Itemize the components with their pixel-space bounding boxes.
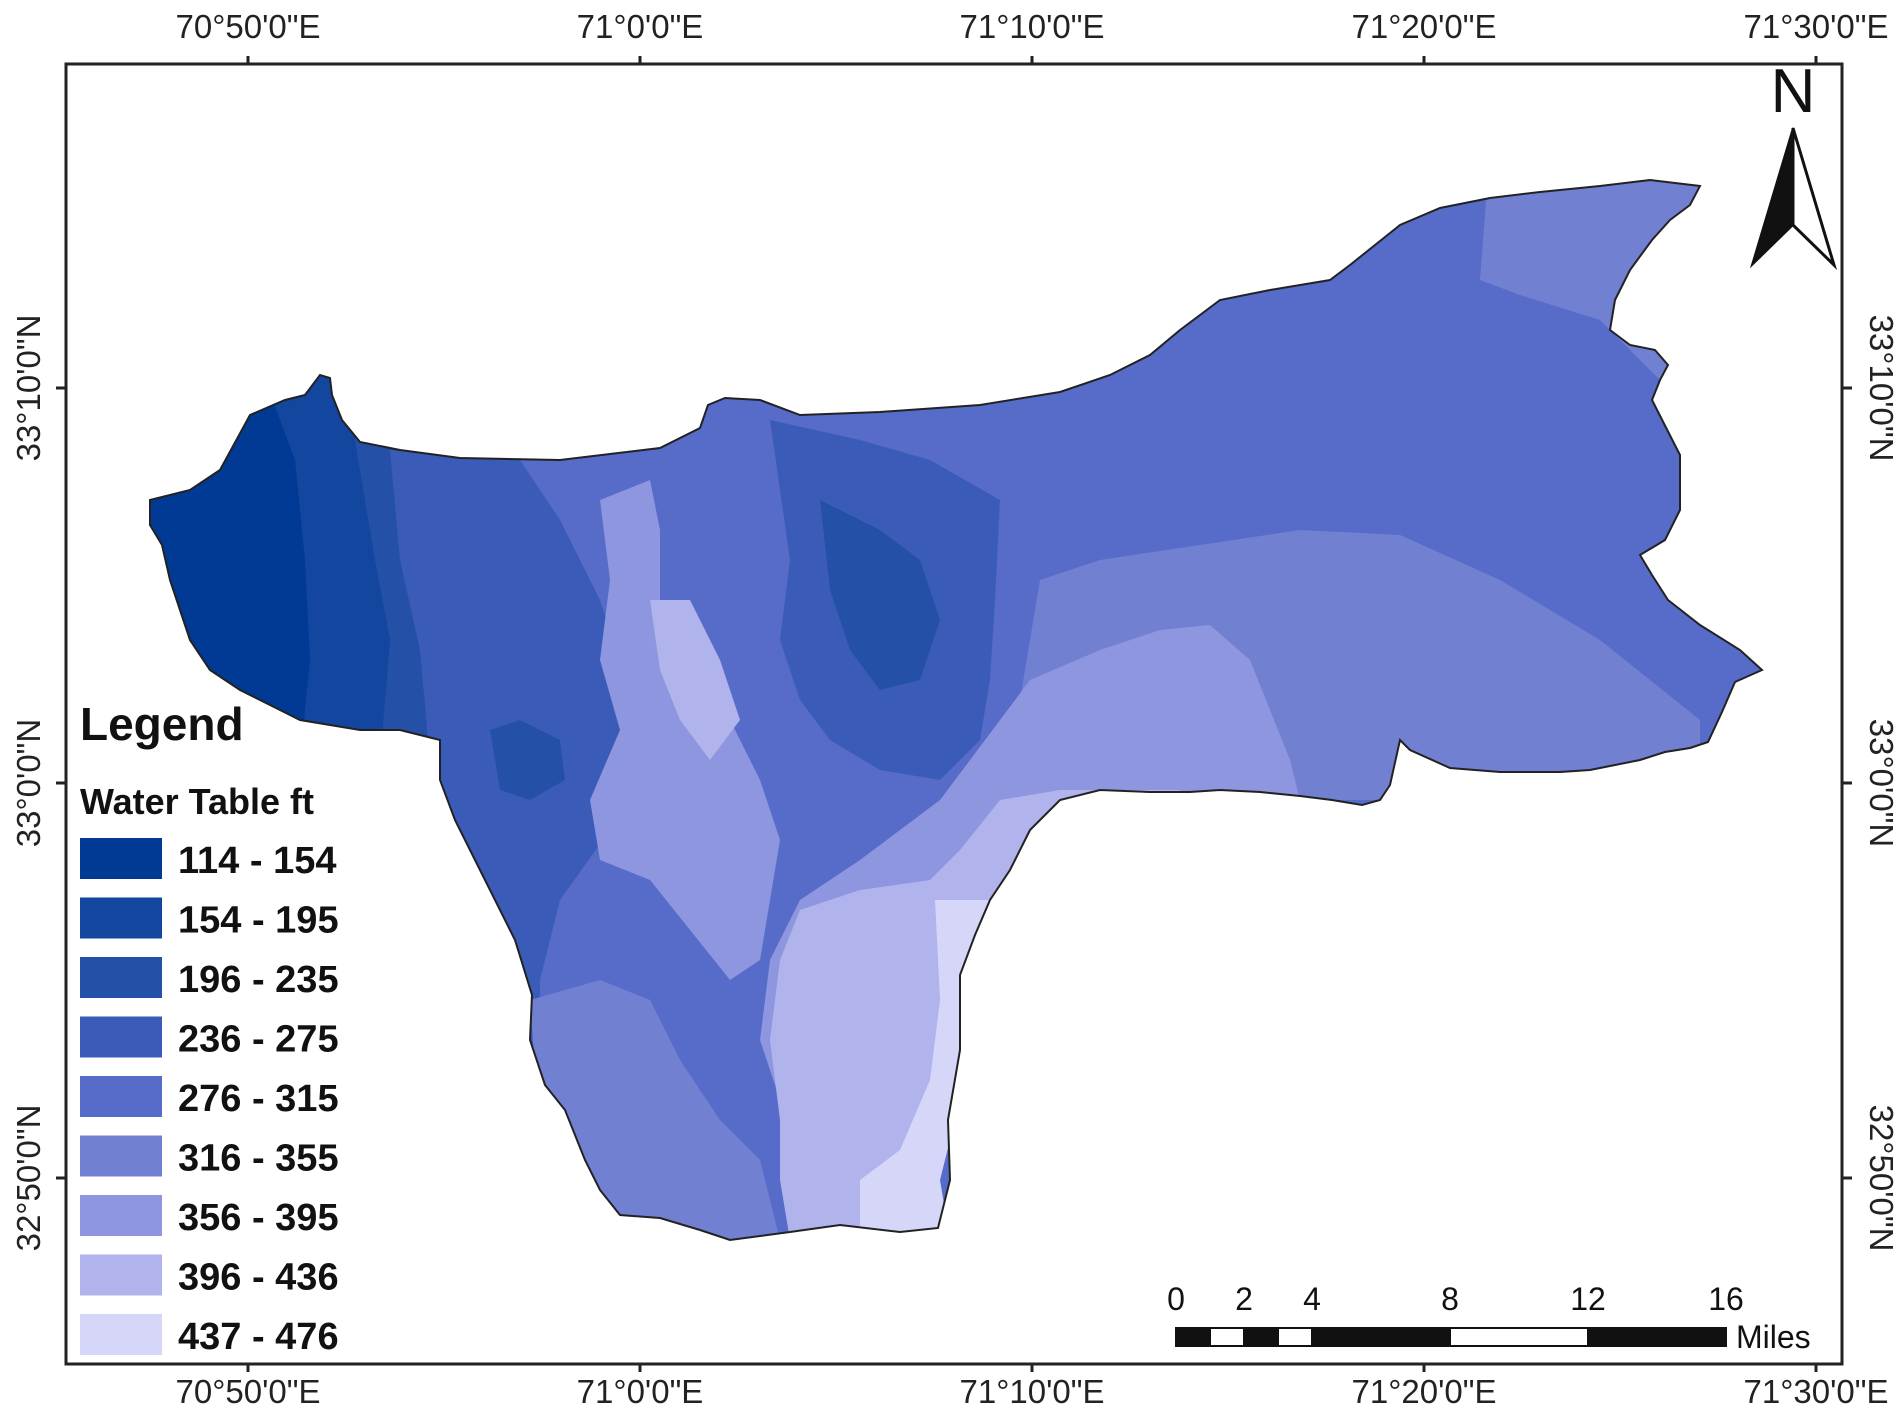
scale-seg-7 xyxy=(1588,1328,1726,1346)
legend-title: Legend xyxy=(80,698,244,750)
scale-unit: Miles xyxy=(1736,1319,1811,1355)
scale-seg-1 xyxy=(1176,1328,1210,1346)
zone-196-235-center-north xyxy=(820,500,940,690)
basin-boundary xyxy=(149,178,1764,1242)
map-frame xyxy=(64,62,1844,1366)
lat-label-right-3: 32°50'0"N xyxy=(1863,1105,1900,1252)
scale-tick-0: 0 xyxy=(1167,1281,1185,1317)
lon-label-bottom-5: 71°30'0"E xyxy=(1744,1373,1889,1410)
longitude-ticks xyxy=(246,56,1818,1372)
legend-swatch xyxy=(80,1314,162,1355)
legend-label: 316 - 355 xyxy=(178,1138,339,1180)
zone-196-235-pocket xyxy=(490,720,565,800)
legend-swatch xyxy=(80,1254,162,1296)
legend-subtitle: Water Table ft xyxy=(80,781,314,822)
legend-swatch xyxy=(80,897,162,939)
lon-label-top-3: 71°10'0"E xyxy=(960,8,1105,45)
north-arrow-label: N xyxy=(1771,57,1816,126)
scale-tick-8: 8 xyxy=(1441,1281,1459,1317)
north-arrow-icon-dark xyxy=(1749,127,1794,269)
lat-label-left-3: 32°50'0"N xyxy=(10,1105,47,1252)
lat-label-left-1: 33°10'0"N xyxy=(10,315,47,462)
lon-label-top-4: 71°20'0"E xyxy=(1352,8,1497,45)
legend-label: 396 - 436 xyxy=(178,1257,339,1299)
lon-label-top-2: 71°0'0"E xyxy=(577,8,704,45)
legend-swatch xyxy=(80,838,162,879)
scale-tick-4: 4 xyxy=(1303,1281,1321,1317)
legend-label: 196 - 235 xyxy=(178,959,339,1001)
lat-label-right-2: 33°0'0"N xyxy=(1863,719,1900,847)
zone-114-154-west xyxy=(150,300,310,760)
zone-396-436-south xyxy=(770,790,1180,1240)
scale-seg-6 xyxy=(1449,1327,1589,1347)
legend-label: 114 - 154 xyxy=(178,840,336,882)
scale-tick-2: 2 xyxy=(1235,1281,1253,1317)
legend-label: 276 - 315 xyxy=(178,1078,339,1120)
scale-seg-4 xyxy=(1277,1327,1313,1347)
lat-label-left-2: 33°0'0"N xyxy=(10,719,47,847)
zone-356-395-ridge xyxy=(590,480,780,980)
north-arrow-icon-light xyxy=(1791,127,1838,271)
lon-label-top-1: 70°50'0"E xyxy=(176,8,321,45)
lon-label-bottom-1: 70°50'0"E xyxy=(176,1373,321,1410)
legend-swatch xyxy=(80,1195,162,1236)
scale-seg-3 xyxy=(1244,1328,1278,1346)
legend-label: 236 - 275 xyxy=(178,1019,339,1061)
legend-label: 437 - 476 xyxy=(178,1316,339,1358)
scale-tick-12: 12 xyxy=(1570,1281,1606,1317)
latitude-ticks xyxy=(56,386,1852,1180)
legend-label: 154 - 195 xyxy=(178,900,339,942)
scale-outline xyxy=(1175,1327,1727,1347)
legend-swatch xyxy=(80,1135,162,1177)
water-table-surface xyxy=(150,180,1762,1240)
lon-label-bottom-3: 71°10'0"E xyxy=(960,1373,1105,1410)
legend-swatch xyxy=(80,957,162,998)
legend-swatch xyxy=(80,1016,162,1058)
scale-seg-2 xyxy=(1209,1327,1245,1347)
legend-swatch xyxy=(80,1076,162,1117)
north-arrow: N xyxy=(1749,57,1838,271)
scale-seg-5 xyxy=(1312,1328,1450,1346)
scale-bar: 0 2 4 8 12 16 Miles xyxy=(1167,1281,1811,1355)
legend: Legend Water Table ft 114 - 154 154 - 195… xyxy=(80,698,339,1358)
legend-label: 356 - 395 xyxy=(178,1197,339,1239)
lon-label-bottom-4: 71°20'0"E xyxy=(1352,1373,1497,1410)
lon-label-top-5: 71°30'0"E xyxy=(1744,8,1889,45)
zone-396-436-ridge xyxy=(650,600,740,760)
scale-tick-16: 16 xyxy=(1708,1281,1744,1317)
lon-label-bottom-2: 71°0'0"E xyxy=(577,1373,704,1410)
lat-label-right-1: 33°10'0"N xyxy=(1863,315,1900,462)
